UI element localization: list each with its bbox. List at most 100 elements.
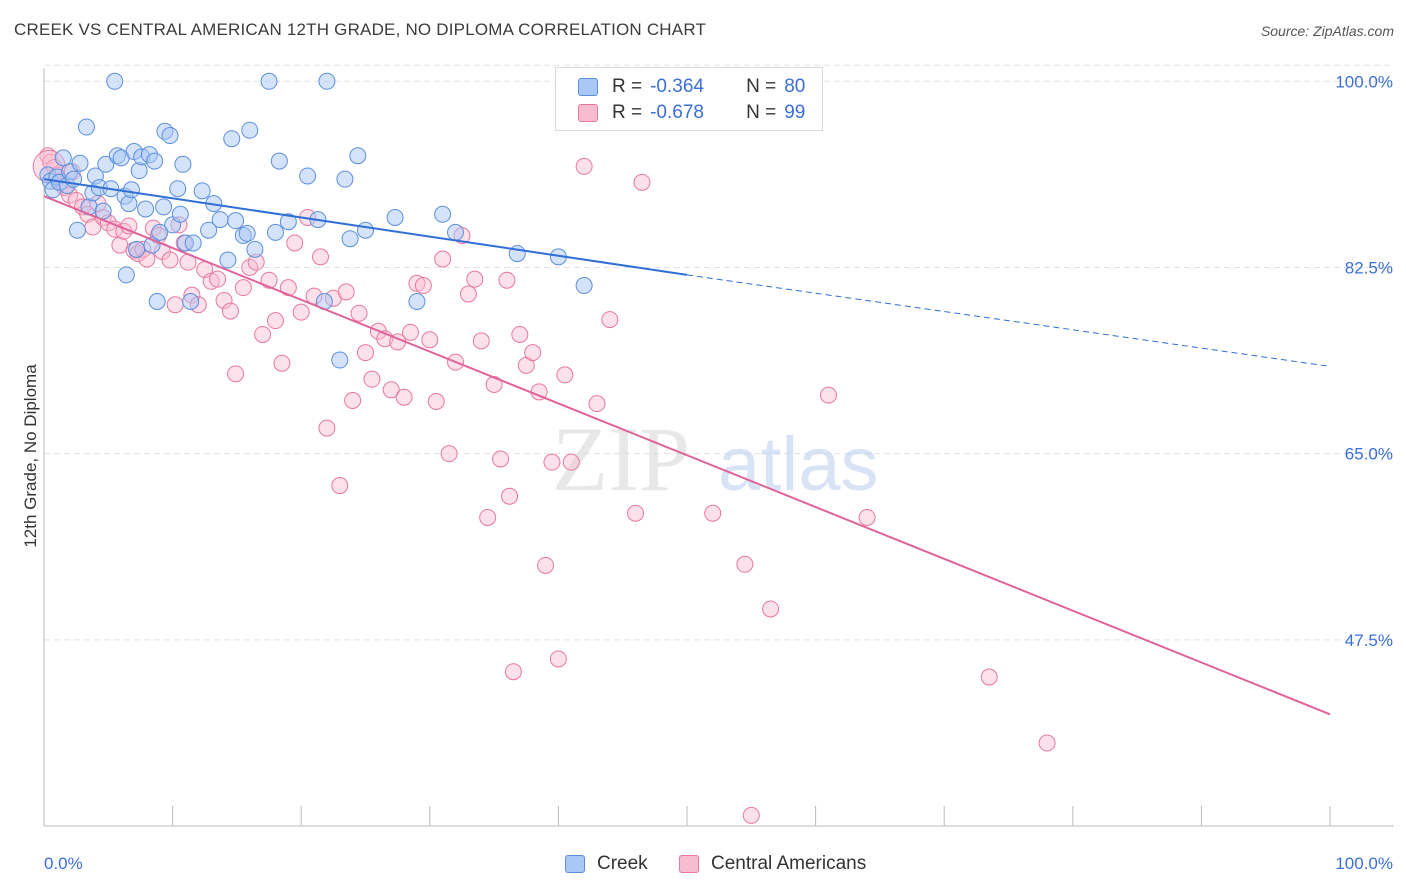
- central-americans-point: [357, 344, 374, 362]
- central-americans-point: [524, 344, 542, 362]
- r-label: R =: [612, 76, 643, 97]
- central-americans-point: [234, 279, 252, 297]
- y-tick-label: 82.5%: [1345, 258, 1393, 277]
- central-americans-point: [819, 386, 837, 404]
- watermark-zip: ZIP: [552, 408, 690, 510]
- creek-point: [219, 251, 237, 269]
- central-americans-point: [601, 311, 619, 329]
- central-americans-point: [498, 271, 516, 289]
- r-label: R =: [612, 102, 643, 123]
- central-americans-point: [363, 370, 381, 388]
- creek-point: [54, 149, 72, 167]
- creek-point: [270, 152, 288, 170]
- central-americans-point: [556, 366, 574, 384]
- central-americans-point: [221, 302, 239, 320]
- creek-point: [386, 208, 404, 226]
- y-axis-title: 12th Grade, No Diploma: [21, 364, 40, 548]
- creek-point: [341, 230, 359, 248]
- creek-point: [122, 181, 140, 199]
- central-americans-point: [537, 556, 555, 574]
- central-americans-point: [427, 393, 445, 411]
- creek-point: [279, 213, 297, 231]
- central-americans-point: [311, 248, 329, 266]
- creek-trend-extension: [686, 274, 1331, 367]
- creek-point: [211, 211, 229, 229]
- bottom-legend-central: Central Americans: [679, 852, 866, 876]
- creek-point: [137, 200, 155, 218]
- central-americans-point: [472, 332, 490, 350]
- central-americans-point: [492, 450, 510, 468]
- creek-point: [120, 195, 138, 213]
- central-americans-point: [254, 325, 272, 343]
- central-americans-point: [549, 650, 567, 668]
- creek-point: [171, 205, 189, 223]
- central-americans-point: [501, 487, 519, 505]
- central-americans-point: [331, 477, 349, 495]
- r-value: -0.364: [650, 76, 704, 97]
- legend-row-creek: R = -0.364 N = 80: [578, 74, 805, 100]
- creek-point: [266, 223, 284, 241]
- creek-point: [447, 223, 465, 241]
- creek-legend-label: Creek: [597, 853, 648, 874]
- central-americans-point: [543, 453, 561, 471]
- creek-point: [408, 293, 426, 311]
- creek-point: [223, 130, 241, 148]
- bottom-legend-creek: Creek: [565, 852, 648, 876]
- creek-point: [260, 72, 278, 90]
- central-americans-point: [166, 296, 184, 314]
- creek-point: [94, 202, 112, 220]
- central-americans-point: [344, 391, 362, 409]
- central-americans-point: [704, 504, 722, 522]
- r-value: -0.678: [650, 102, 704, 123]
- legend-row-central: R = -0.678 N = 99: [578, 100, 805, 126]
- creek-point: [155, 198, 173, 216]
- x-tick-label-min: 0.0%: [44, 854, 83, 873]
- creek-point: [299, 167, 317, 185]
- watermark: ZIP atlas: [552, 408, 879, 510]
- central-americans-trend-line: [43, 195, 1331, 716]
- central-americans-point: [337, 283, 355, 301]
- n-value: 99: [784, 102, 806, 123]
- central-americans-point: [1038, 734, 1056, 752]
- stats-legend: R = -0.364 N = 80 R = -0.678 N = 99: [555, 67, 823, 131]
- central-americans-point: [575, 157, 593, 175]
- tick-labels: 100.0% 82.5% 65.0% 47.5% 0.0% 100.0%: [44, 72, 1393, 873]
- creek-point: [193, 182, 211, 200]
- creek-point: [169, 180, 187, 198]
- creek-point: [146, 152, 164, 170]
- creek-point: [318, 72, 336, 90]
- central-americans-point: [161, 251, 179, 269]
- creek-point: [238, 224, 256, 242]
- central-americans-point: [120, 217, 138, 235]
- n-label: N =: [746, 76, 777, 97]
- creek-point: [68, 221, 86, 239]
- creek-point: [148, 293, 166, 311]
- central-americans-point: [459, 285, 477, 303]
- central-americans-point: [266, 312, 284, 330]
- central-americans-point: [858, 508, 876, 526]
- central-americans-point: [588, 395, 606, 413]
- central-americans-point: [395, 388, 413, 406]
- creek-point: [130, 162, 148, 180]
- central-americans-points: [32, 147, 1056, 824]
- creek-point: [97, 155, 115, 173]
- creek-point: [357, 221, 374, 239]
- creek-point: [71, 154, 89, 172]
- creek-point: [200, 221, 218, 239]
- central-americans-point: [202, 272, 220, 290]
- central-americans-point: [627, 504, 645, 522]
- creek-point: [575, 277, 593, 295]
- central-americans-point: [382, 381, 400, 399]
- creek-point: [77, 118, 95, 136]
- creek-point: [106, 72, 124, 90]
- central-americans-point: [466, 270, 484, 288]
- central-americans-point: [742, 806, 760, 824]
- central-americans-point: [402, 323, 420, 341]
- watermark-atlas: atlas: [718, 422, 879, 507]
- grid-layer: [44, 64, 1394, 641]
- creek-point: [161, 127, 179, 145]
- central-americans-point: [736, 555, 754, 573]
- central-americans-point: [292, 303, 310, 321]
- creek-point: [151, 223, 169, 241]
